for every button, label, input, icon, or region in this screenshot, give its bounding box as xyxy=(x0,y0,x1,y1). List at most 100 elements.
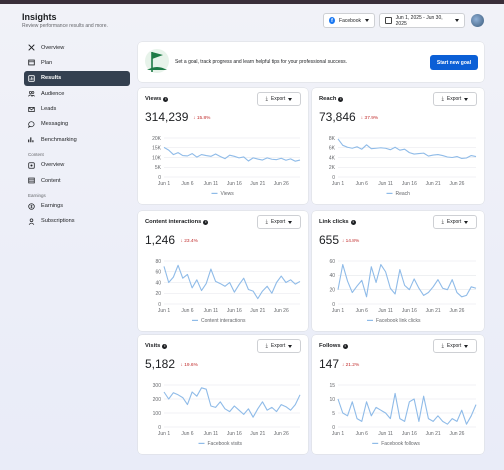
legend-label: Facebook visits xyxy=(208,441,243,447)
y-tick-label: 40 xyxy=(329,273,335,279)
y-tick-label: 0 xyxy=(158,175,161,181)
x-tick-label: Jun 21 xyxy=(426,431,441,437)
sidebar-item-content-overview[interactable]: Overview xyxy=(24,158,130,173)
x-tick-label: Jun 16 xyxy=(227,308,242,314)
export-button[interactable]: ⤓ Export xyxy=(433,339,477,353)
y-tick-label: 60 xyxy=(155,270,161,276)
reach-card: Reach i ⤓ Export 73,846 ↓ 37.9% 0 2K 4K 6K 8K Jun 1… xyxy=(312,88,484,204)
section-label-earnings: Earnings xyxy=(28,192,46,198)
series-line-views xyxy=(163,146,301,162)
series-line-facebook-visits xyxy=(163,387,301,418)
metric-total: 314,239 xyxy=(145,110,189,124)
x-tick-label: Jun 21 xyxy=(250,308,265,314)
sidebar-item-earnings[interactable]: Earnings xyxy=(24,199,130,214)
y-tick-label: 100 xyxy=(153,411,162,417)
date-range-selector[interactable]: Jun 1, 2025 - Jun 30, 2025 xyxy=(379,13,465,28)
info-icon[interactable]: i xyxy=(342,343,348,349)
start-new-goal-button[interactable]: Start new goal xyxy=(430,55,478,70)
y-tick-label: 5K xyxy=(155,165,162,171)
chevron-down-icon xyxy=(288,220,293,224)
page-subtitle: Review performance results and more. xyxy=(22,23,108,29)
metric-delta: ↓ 19.6% xyxy=(181,363,198,368)
info-icon[interactable]: i xyxy=(203,219,209,225)
benchmarking-icon xyxy=(28,136,35,143)
sidebar-item-plan[interactable]: Plan xyxy=(24,55,130,70)
earnings-icon xyxy=(28,202,35,210)
chevron-down-icon xyxy=(464,97,469,101)
legend: Facebook follows xyxy=(372,441,420,447)
sidebar-item-subscriptions[interactable]: Subscriptions xyxy=(24,214,130,229)
delta-value: 14.8% xyxy=(345,239,360,244)
sidebar-item-overview[interactable]: Overview xyxy=(24,40,130,55)
arrow-down-icon: ↓ xyxy=(180,239,183,244)
goal-banner: Set a goal, track progress and learn hel… xyxy=(138,42,484,82)
y-tick-label: 10 xyxy=(329,397,335,403)
sidebar-item-leads[interactable]: Leads xyxy=(24,102,130,117)
x-tick-label: Jun 11 xyxy=(204,181,219,187)
platform-selector[interactable]: f Facebook xyxy=(323,13,375,28)
card-title: Content interactions i xyxy=(145,219,209,225)
sidebar-item-label: Overview xyxy=(41,44,65,51)
x-tick-label: Jun 26 xyxy=(274,308,289,314)
metric-delta: ↓ 15.8% xyxy=(193,116,210,121)
avatar[interactable] xyxy=(471,14,484,27)
sidebar-item-benchmarking[interactable]: Benchmarking xyxy=(24,132,130,147)
info-icon[interactable]: i xyxy=(162,343,168,349)
chevron-down-icon xyxy=(464,344,469,348)
insights-app: Insights Review performance results and … xyxy=(0,4,504,470)
info-icon[interactable]: i xyxy=(338,96,344,102)
x-tick-label: Jun 1 xyxy=(158,308,170,314)
sidebar-item-label: Plan xyxy=(41,59,53,66)
sidebar-item-audience[interactable]: Audience xyxy=(24,86,130,101)
y-tick-label: 40 xyxy=(155,280,161,286)
info-icon[interactable]: i xyxy=(163,96,169,102)
metric-delta: ↓ 21.2% xyxy=(342,363,359,368)
y-tick-label: 4K xyxy=(329,155,336,161)
y-tick-label: 20 xyxy=(155,291,161,297)
export-button[interactable]: ⤓ Export xyxy=(433,92,477,106)
y-tick-label: 0 xyxy=(158,302,161,308)
card-title: Views i xyxy=(145,96,169,102)
metric-total: 5,182 xyxy=(145,357,176,371)
delta-value: 15.8% xyxy=(196,116,211,121)
x-tick-label: Jun 6 xyxy=(356,431,368,437)
export-button[interactable]: ⤓ Export xyxy=(257,92,301,106)
sidebar-item-label: Messaging xyxy=(41,121,69,128)
card-title-text: Link clicks xyxy=(319,219,349,225)
export-button[interactable]: ⤓ Export xyxy=(257,339,301,353)
x-tick-label: Jun 1 xyxy=(158,181,170,187)
facebook-icon: f xyxy=(329,17,336,24)
x-tick-label: Jun 26 xyxy=(274,431,289,437)
arrow-down-icon: ↓ xyxy=(360,116,364,121)
export-label: Export xyxy=(446,219,462,225)
sidebar-item-results[interactable]: Results xyxy=(24,70,130,86)
delta-value: 19.6% xyxy=(184,363,198,368)
info-icon[interactable]: i xyxy=(350,219,356,225)
legend-label: Facebook link clicks xyxy=(376,318,421,324)
y-tick-label: 0 xyxy=(332,302,335,308)
sidebar-item-messaging[interactable]: Messaging xyxy=(24,117,130,132)
card-title-text: Views xyxy=(145,96,162,102)
series-line-facebook-follows xyxy=(337,392,477,425)
chevron-down-icon xyxy=(365,19,369,22)
line-chart: 0 20 40 60 80 Jun 1 Jun 6 Jun 11 Jun 16 Jun 21 Jun… xyxy=(155,259,301,324)
sidebar-item-content[interactable]: Content xyxy=(24,173,130,188)
x-tick-label: Jun 11 xyxy=(378,431,393,437)
series-line-content-interactions xyxy=(163,264,301,300)
chevron-down-icon xyxy=(288,97,293,101)
series-line-reach xyxy=(337,138,477,160)
sidebar-item-label: Subscriptions xyxy=(41,218,75,225)
sidebar-item-label: Results xyxy=(41,75,62,82)
download-icon: ⤓ xyxy=(265,343,268,349)
delta-value: 23.4% xyxy=(184,239,198,244)
x-tick-label: Jun 21 xyxy=(250,431,265,437)
export-button[interactable]: ⤓ Export xyxy=(257,215,301,229)
section-label-content: Content xyxy=(28,151,44,157)
line-chart: 0 20 40 60 Jun 1 Jun 6 Jun 11 Jun 16 Jun 21 Jun 2… xyxy=(329,259,477,324)
x-tick-label: Jun 21 xyxy=(426,181,441,187)
x-tick-label: Jun 16 xyxy=(402,181,417,187)
export-button[interactable]: ⤓ Export xyxy=(433,215,477,229)
messaging-icon xyxy=(28,121,35,128)
x-tick-label: Jun 1 xyxy=(158,431,170,437)
x-tick-label: Jun 6 xyxy=(181,308,193,314)
